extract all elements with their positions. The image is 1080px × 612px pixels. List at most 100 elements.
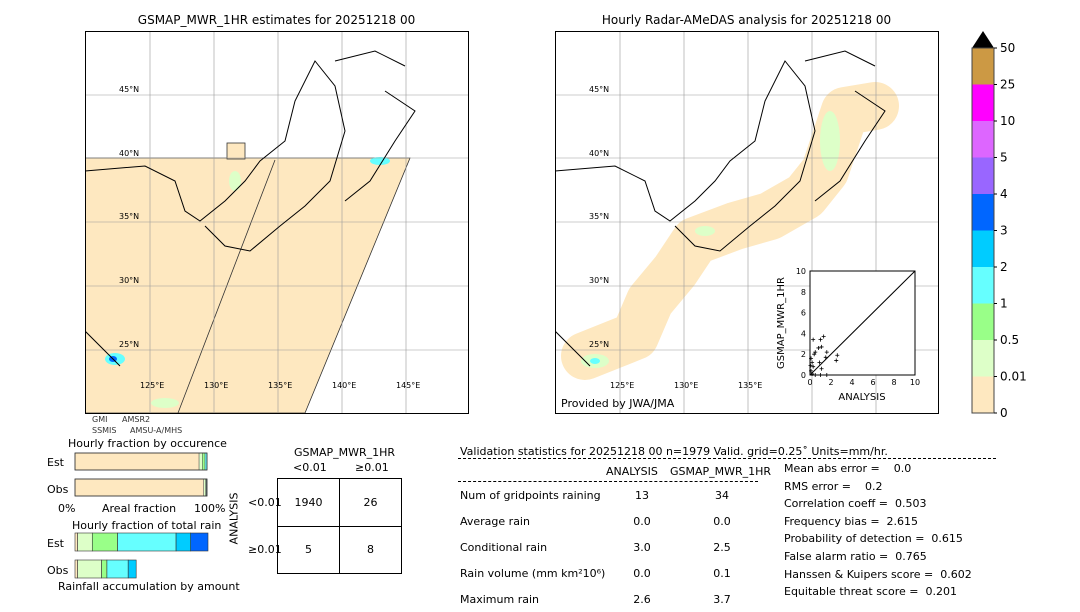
colorbar-tick: 3 [1000,224,1008,238]
occurrence-segment [74,452,200,471]
divider [458,458,996,459]
lat-label: 35°N [119,212,140,221]
credit-text: Provided by JWA/JMA [561,397,675,410]
colorbar-segment [972,121,994,158]
sensor-label: SSMIS [92,426,117,435]
occurrence-segment [74,478,204,497]
lon-label: 140°E [332,381,357,390]
lon-label: 130°E [674,381,699,390]
rain-segment [101,559,108,579]
scatter-point [813,350,818,355]
score: False alarm ratio = 0.765 [784,550,927,563]
stat-label: Num of gridpoints raining [460,489,601,502]
scatter-ylabel: GSMAP_MWR_1HR [776,277,787,369]
scatter-point [821,334,826,339]
score: Correlation coeff = 0.503 [784,497,927,511]
stat-analysis: 2.6 [633,593,651,606]
colorbar-tick: 0.01 [1000,370,1026,384]
right-map-title: Hourly Radar-AMeDAS analysis for 2025121… [601,13,892,27]
cell: 8 [367,543,374,556]
scatter-point [810,360,815,365]
col-label: ≥0.01 [355,461,389,474]
row-label: ≥0.01 [248,543,282,556]
scatter-point [811,337,816,342]
lon-label: 125°E [140,381,165,390]
stat-label: Maximum rain [460,593,539,606]
lat-label: 35°N [589,212,610,221]
total-rain-xlabel: Rainfall accumulation by amount [58,580,240,593]
lat-label: 25°N [119,340,140,349]
colorbar-tick: 25 [1000,78,1015,92]
swath-area [226,142,246,160]
rain-area [590,358,600,364]
lon-label: 145°E [396,381,421,390]
rain-area [151,398,179,408]
scatter-point [808,363,813,368]
scatter-point [809,356,814,361]
scatter-xlabel: ANALYSIS [838,392,885,403]
y-tick: 10 [796,267,806,276]
scatter-plot: 00 2 2 4 4 6 6 8 8 10 10 ANALYSIS GSMAP_MWR_1HR [776,267,920,403]
cell: 5 [305,543,312,556]
x-tick: 10 [910,378,920,387]
scatter-point [823,355,828,360]
colorbar-segment [972,84,994,121]
score: Probability of detection = 0.615 [784,532,963,546]
rain-segment [127,559,137,579]
occurrence-title: Hourly fraction by occurence [68,437,227,450]
lon-label: 130°E [204,381,229,390]
stat-analysis: 13 [635,489,649,502]
rain-segment [175,532,192,552]
rain-segment [91,532,118,552]
lat-label: 30°N [589,276,610,285]
sensor-label: AMSR2 [122,415,151,424]
colorbar-segment [972,376,994,413]
x-tick-100: 100% [194,502,226,515]
lat-label: 40°N [589,149,610,158]
stat-label: Rain volume (mm km²10⁶) [460,567,606,580]
scatter-point [816,345,821,350]
rain-segment [77,559,102,579]
colorbar-tick: 10 [1000,114,1015,128]
rain-area [820,111,840,171]
sensor-label: GMI [92,415,108,424]
colorbar-tick: 5 [1000,151,1008,165]
y-tick: 6 [801,309,806,318]
lat-label: 25°N [589,340,610,349]
rain-segment [106,559,129,579]
occurrence-bars [74,452,208,497]
colorbar-segment [972,267,994,304]
contingency-title: GSMAP_MWR_1HR [294,446,396,459]
scatter-point [811,364,816,369]
rain-segment [77,532,93,552]
rain-area [370,157,390,165]
scatter-point [810,371,815,376]
scatter-point [824,373,829,377]
cell: 26 [363,496,378,509]
lon-label: 125°E [610,381,635,390]
colorbar-segment [972,340,994,377]
scatter-point [812,352,817,357]
score: Hanssen & Kuipers score = 0.602 [784,567,972,581]
stats-header: Validation statistics for 20251218 00 n=… [460,445,888,458]
stat-label: Conditional rain [460,541,548,554]
lat-label: 45°N [589,85,610,94]
rain-area [695,226,715,236]
score: Equitable threat score = 0.201 [784,585,957,599]
stat-gsmap: 34 [715,489,729,502]
obs-label: Obs [47,483,69,496]
stat-analysis: 0.0 [633,515,651,528]
stat-analysis: 0.0 [633,567,651,580]
contingency-table: 1940 26 5 8 [277,478,402,574]
sensor-label: AMSU-A/MHS [130,426,183,435]
y-tick: 0 [801,371,806,380]
y-tick: 2 [801,350,806,359]
occurrence-segment [202,452,206,471]
est-label: Est [47,537,64,550]
occurrence-xlabel: Areal fraction [102,502,177,515]
y-tick: 8 [801,288,806,297]
est-label: Est [47,456,64,469]
swath-area [85,157,411,414]
col-gsmap: GSMAP_MWR_1HR [670,465,772,478]
colorbar-tick: 0 [1000,406,1008,420]
